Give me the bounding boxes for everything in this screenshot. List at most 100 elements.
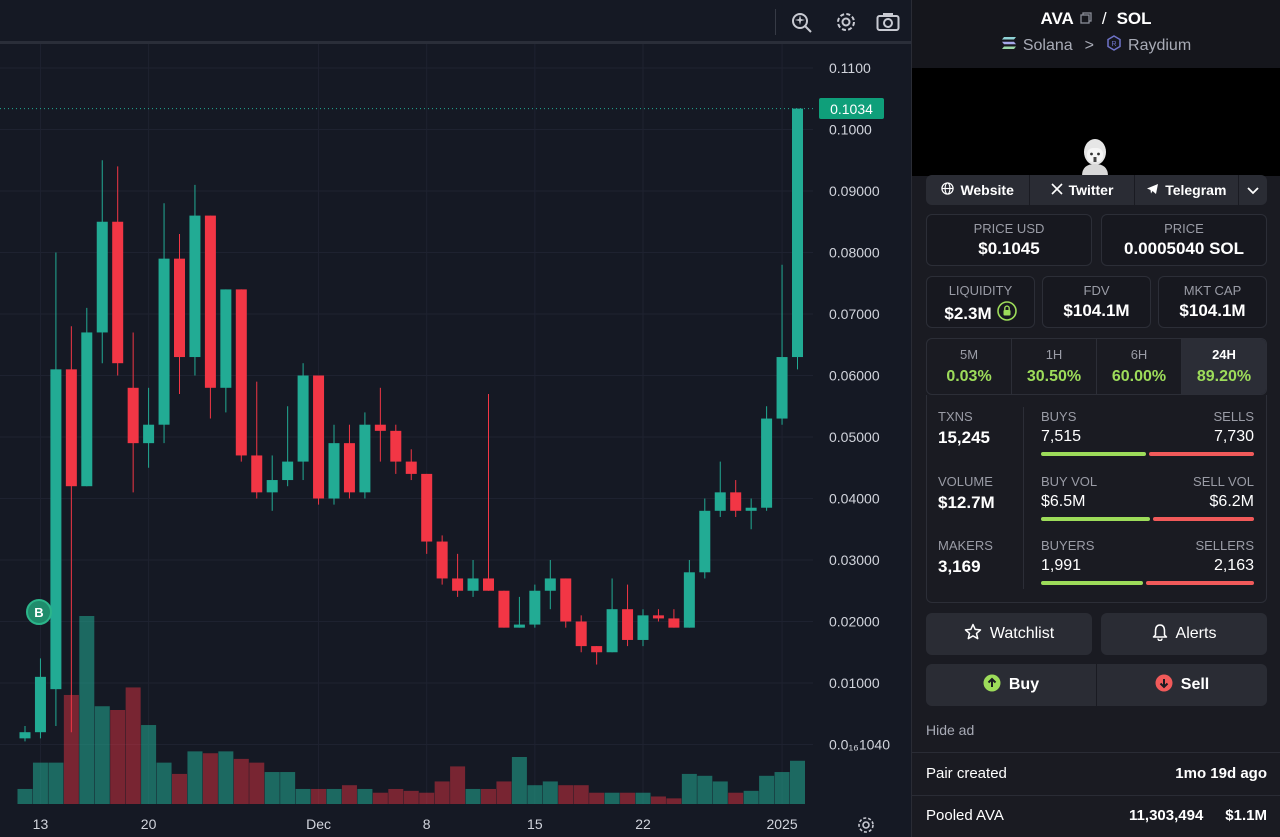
raydium-icon: R (1106, 35, 1122, 56)
period-change: 0.03% (946, 368, 992, 385)
time-tick-label: Dec (306, 816, 331, 832)
volume-bar (650, 796, 666, 804)
candle-body (544, 578, 556, 591)
watchlist-button[interactable]: Watchlist (926, 613, 1092, 655)
liquidity-row: $2.3M (927, 301, 1034, 326)
time-tick-label: 15 (527, 816, 543, 832)
info-divider (912, 752, 1280, 753)
candle-body (668, 618, 680, 628)
volume-bar (743, 790, 759, 804)
mktcap-card: MKT CAP $104.1M (1158, 276, 1267, 328)
buy-vol-share-bar (1041, 517, 1151, 521)
volume-bar (774, 772, 790, 804)
watchlist-label: Watchlist (989, 625, 1055, 642)
candle-body (652, 615, 664, 619)
chevron-down-icon (1247, 182, 1259, 198)
volume-bar (419, 792, 435, 804)
price-tick-label: 0.07000 (829, 306, 880, 322)
candle-body (699, 510, 711, 573)
chain-name[interactable]: Solana (1022, 36, 1073, 54)
more-socials-button[interactable] (1239, 175, 1267, 205)
buys-sells-bar (1041, 452, 1254, 456)
tab-6h[interactable]: 6H 60.00% (1097, 339, 1182, 394)
current-price-tag: 0.1034 (819, 98, 884, 119)
volume-stat: VOLUME $12.7M (938, 474, 995, 513)
buy-marker[interactable]: B (26, 599, 52, 625)
candle-body (513, 624, 525, 628)
token-banner (912, 68, 1280, 176)
alerts-button[interactable]: Alerts (1101, 613, 1267, 655)
candles (19, 108, 803, 742)
price-sol-value: 0.0005040 SOL (1123, 239, 1245, 258)
twitter-link[interactable]: Twitter (1030, 175, 1135, 205)
period-label: 24H (1212, 347, 1236, 362)
liquidity-value: $2.3M (944, 303, 992, 323)
volume-bar (264, 772, 280, 804)
period-tabs: 5M 0.03% 1H 30.50% 6H 60.00% 24H 89.20% (926, 338, 1267, 395)
telegram-icon (1146, 182, 1159, 198)
candle-body (745, 507, 757, 511)
price-chart[interactable]: 0.1100 0.1000 0.09000 0.08000 0.07000 0.06000… (0, 44, 911, 837)
camera-icon[interactable] (874, 8, 902, 36)
period-label: 5M (959, 347, 979, 362)
price-sol-card: PRICE 0.0005040 SOL (1101, 214, 1267, 266)
candle-body (282, 461, 294, 481)
price-tick-label: 0.01000 (829, 675, 880, 691)
breadcrumb-chevron: > (1084, 36, 1095, 54)
lock-icon[interactable] (996, 301, 1017, 326)
buy-label: Buy (1008, 676, 1040, 693)
liquidity-label: LIQUIDITY (948, 283, 1013, 298)
sell-label: Sell (1180, 676, 1210, 693)
info-divider (912, 795, 1280, 796)
twitter-label: Twitter (1068, 182, 1114, 198)
telegram-link[interactable]: Telegram (1135, 175, 1239, 205)
copy-icon[interactable] (1080, 9, 1092, 29)
volume-bar (434, 781, 450, 804)
period-label: 1H (1045, 347, 1063, 362)
candle-body (34, 676, 46, 733)
axis-settings-icon[interactable] (856, 815, 876, 835)
pair-created-row: Pair created 1mo 19d ago (926, 765, 1267, 782)
fdv-card: FDV $104.1M (1042, 276, 1151, 328)
price-tick-label: 0.1000 (829, 122, 872, 138)
volume-bar (32, 762, 48, 804)
sellers-share-bar (1146, 581, 1254, 585)
candle-body (112, 221, 124, 364)
settings-gear-icon[interactable] (832, 8, 860, 36)
website-link[interactable]: Website (926, 175, 1031, 205)
trade-buttons: Buy Sell (926, 664, 1267, 706)
price-sol-label: PRICE (1164, 221, 1204, 236)
dex-name[interactable]: Raydium (1128, 36, 1192, 54)
volume-bar (573, 785, 589, 804)
sells-value: 7,730 (1213, 428, 1254, 445)
tab-24h[interactable]: 24H 89.20% (1182, 339, 1266, 394)
candle-body (622, 609, 634, 640)
candle-body (143, 424, 155, 444)
tab-1h[interactable]: 1H 30.50% (1012, 339, 1097, 394)
volume-bar (110, 710, 126, 804)
pooled-row: Pooled AVA 11,303,494 $1.1M (926, 807, 1267, 824)
volume-bar (249, 762, 265, 804)
volume-bar (233, 758, 249, 804)
buy-button[interactable]: Buy (926, 664, 1097, 706)
alerts-label: Alerts (1175, 625, 1217, 642)
hide-ad-link[interactable]: Hide ad (926, 722, 975, 738)
volume-bars (17, 616, 805, 804)
volume-bar (496, 781, 512, 804)
buys-sells-stat: BUYS SELLS 7,515 7,730 (1041, 409, 1254, 456)
candle-body (452, 578, 464, 591)
txns-stat: TXNS 15,245 (938, 409, 990, 448)
volume-bar (403, 790, 419, 804)
sell-button[interactable]: Sell (1097, 664, 1267, 706)
volume-bar (450, 766, 466, 804)
chart-pane[interactable]: 0.1100 0.1000 0.09000 0.08000 0.07000 0.06000… (0, 0, 911, 837)
volume-bar (202, 753, 218, 804)
volume-label: VOLUME (938, 474, 993, 489)
volume-bar (635, 792, 651, 804)
tab-5m[interactable]: 5M 0.03% (927, 339, 1012, 394)
magic-search-icon[interactable] (788, 8, 816, 36)
candle-body (467, 578, 479, 591)
mktcap-value: $104.1M (1179, 301, 1246, 320)
buy-vol-value: $6.5M (1041, 493, 1086, 510)
buy-sell-vol-stat: BUY VOL SELL VOL $6.5M $6.2M (1041, 474, 1254, 521)
